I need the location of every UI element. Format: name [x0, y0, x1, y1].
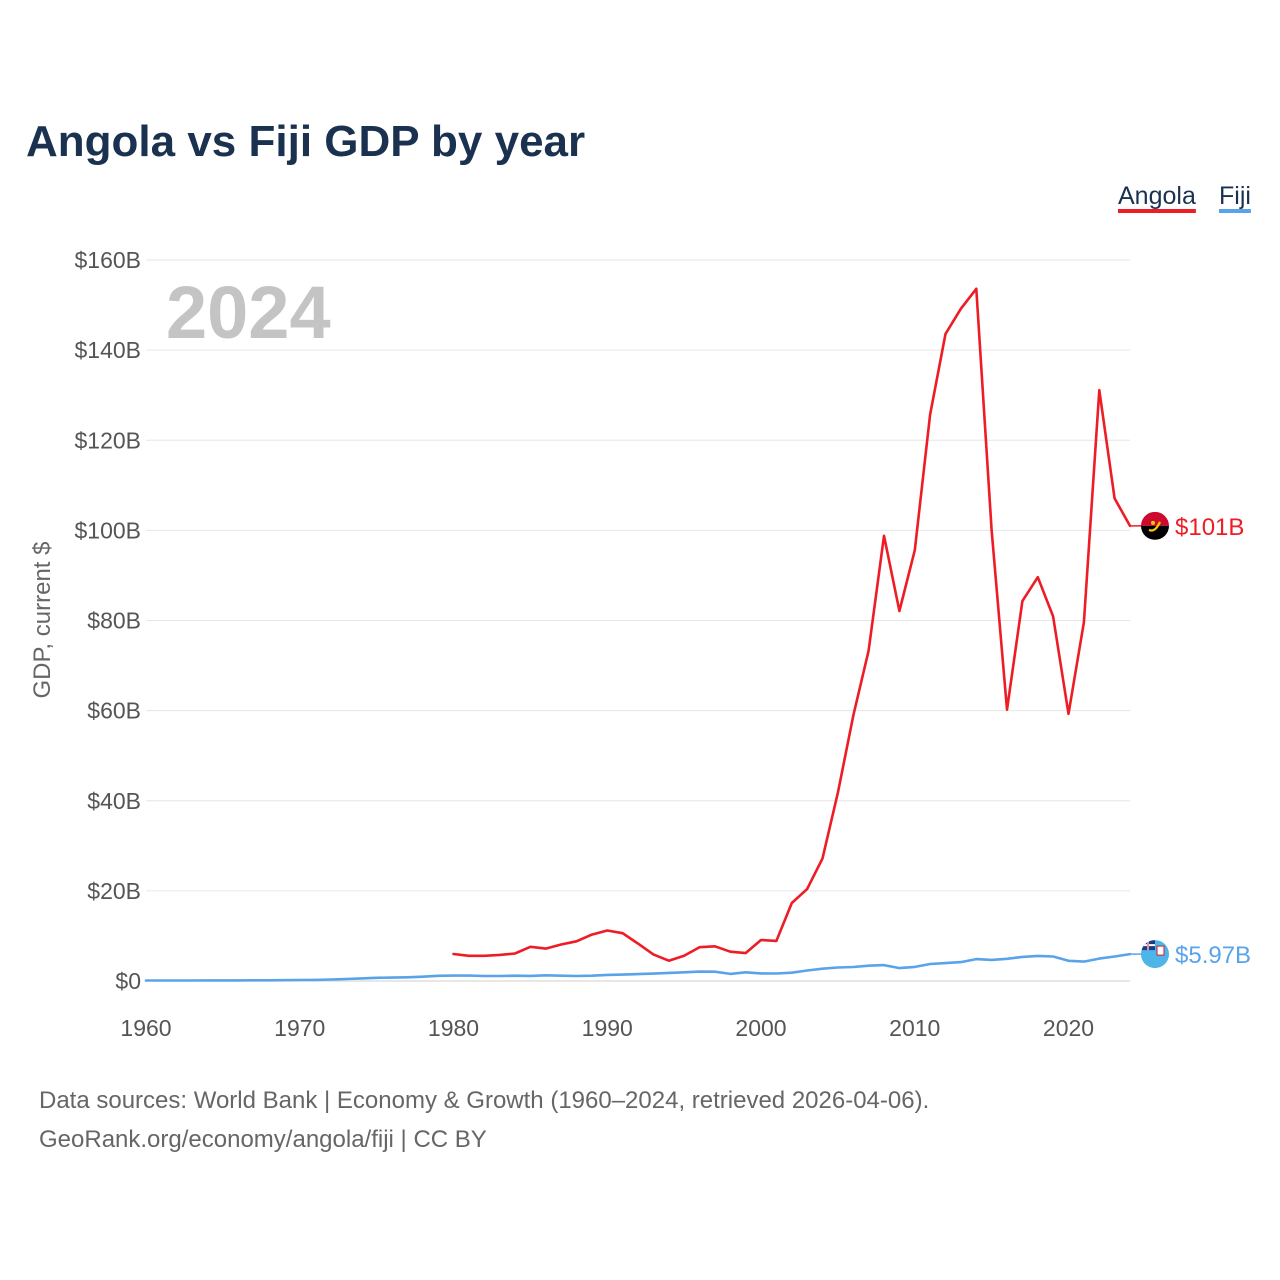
y-tick-label: $80B: [87, 608, 141, 634]
series-line-fiji: [144, 952, 1132, 982]
x-tick-label: 2010: [889, 1015, 940, 1041]
end-label-angola: $101B: [1175, 514, 1244, 541]
angola-flag-icon: [1141, 511, 1169, 540]
y-tick-label: $60B: [87, 698, 141, 724]
y-tick-label: $160B: [74, 247, 141, 273]
y-tick-label: $140B: [74, 337, 141, 363]
x-tick-label: 2000: [735, 1015, 786, 1041]
year-watermark: 2024: [166, 271, 331, 354]
y-tick-label: $120B: [74, 427, 141, 453]
y-tick-label: $20B: [87, 878, 141, 904]
x-axis-ticks: 1960 1970 1980 1990 2000 2010 2020: [120, 1015, 1094, 1041]
end-markers: $101B $5.97B: [1130, 511, 1251, 969]
gridlines: [146, 259, 1130, 982]
legend-swatch-angola: [1118, 209, 1196, 213]
x-tick-label: 1990: [582, 1015, 633, 1041]
x-tick-label: 1970: [274, 1015, 325, 1041]
y-axis-label: GDP, current $: [29, 542, 56, 699]
legend-item-angola[interactable]: Angola: [1118, 182, 1196, 210]
fiji-flag-icon: [1141, 940, 1169, 969]
y-axis-ticks: $0 $20B $40B $60B $80B $100B $120B $140B $160B: [74, 247, 141, 994]
legend-item-fiji[interactable]: Fiji: [1219, 182, 1251, 210]
legend-swatch-fiji: [1219, 209, 1251, 213]
x-tick-label: 1960: [120, 1015, 171, 1041]
x-tick-label: 1980: [428, 1015, 479, 1041]
chart-title: Angola vs Fiji GDP by year: [26, 117, 585, 166]
legend: Angola Fiji: [1118, 182, 1251, 213]
end-label-fiji: $5.97B: [1175, 942, 1251, 969]
y-tick-label: $0: [115, 968, 141, 994]
y-tick-label: $100B: [74, 517, 141, 543]
y-tick-label: $40B: [87, 788, 141, 814]
series-line-angola: [452, 287, 1132, 963]
source-line-1: Data sources: World Bank | Economy & Gro…: [39, 1087, 929, 1114]
x-tick-label: 2020: [1043, 1015, 1094, 1041]
series-lines: [144, 287, 1132, 982]
source-line-2: GeoRank.org/economy/angola/fiji | CC BY: [39, 1126, 487, 1153]
